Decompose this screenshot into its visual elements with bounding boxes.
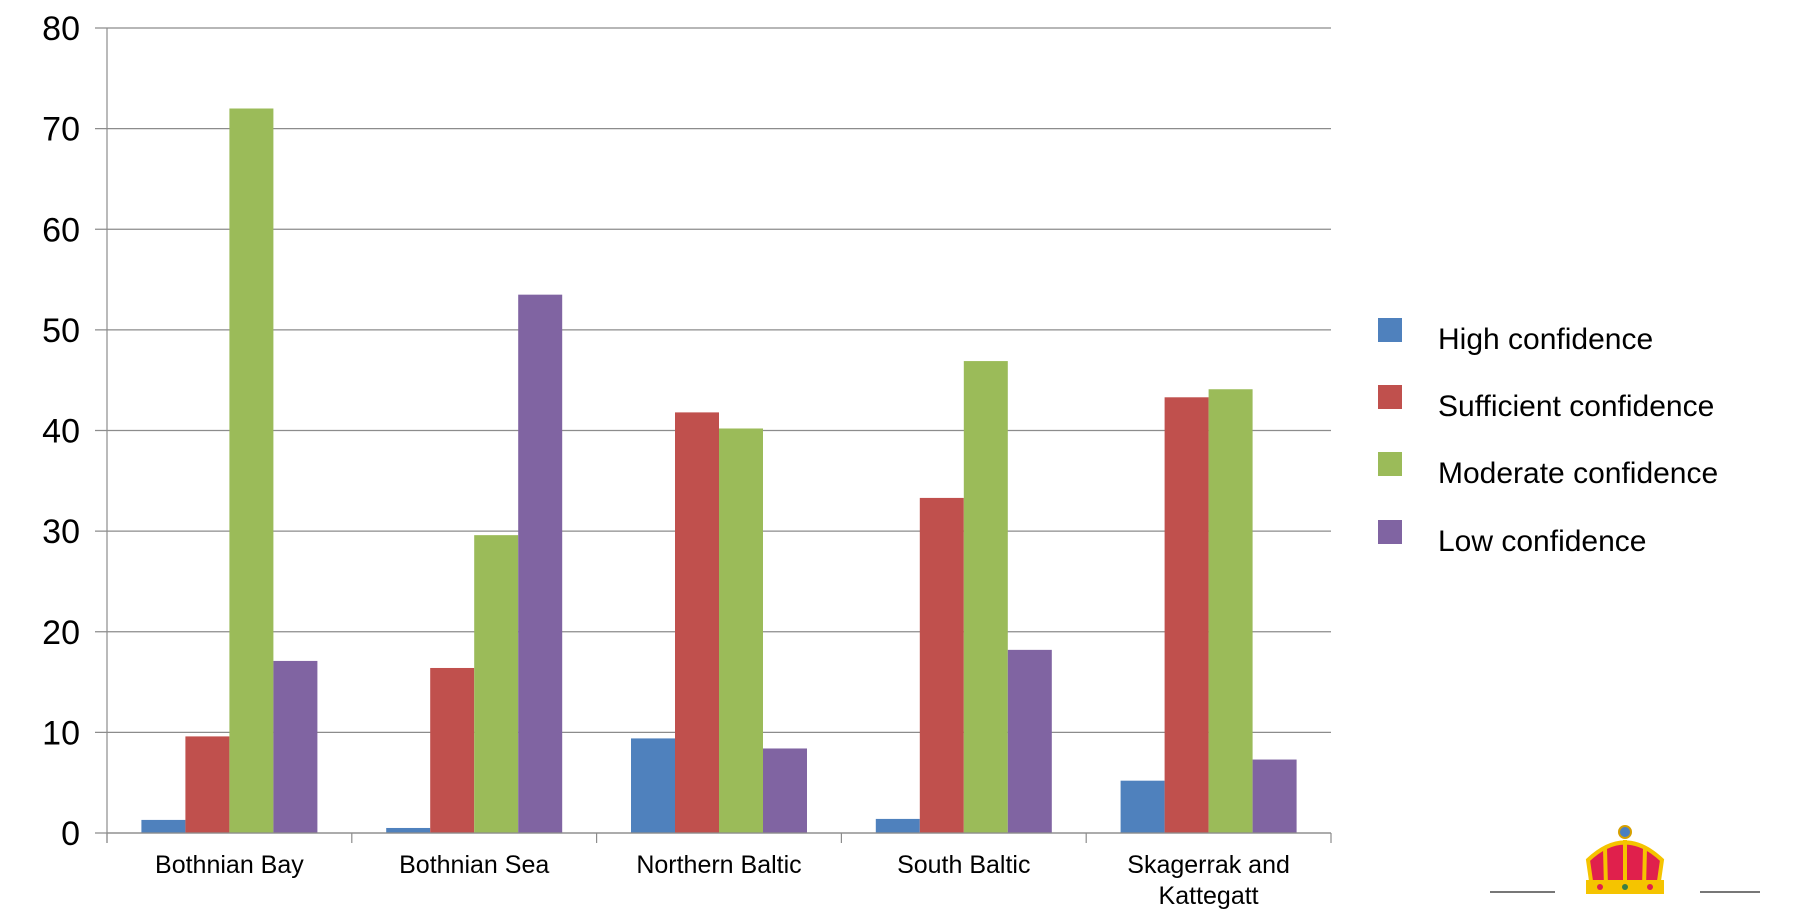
y-tick-label: 20 (42, 614, 80, 652)
y-axis: 0 10 20 30 40 50 60 70 80 (42, 10, 108, 853)
legend-swatch (1378, 318, 1402, 342)
y-tick-label: 50 (42, 312, 80, 350)
y-tick-label: 60 (42, 211, 80, 249)
bar (518, 294, 563, 833)
bar (631, 738, 675, 833)
y-tick-label: 70 (42, 111, 80, 149)
bar (273, 660, 318, 833)
x-tick-label: Northern Baltic (636, 851, 801, 879)
bars (141, 108, 1297, 833)
bar (875, 818, 920, 833)
bar (719, 428, 763, 833)
x-tick-label: South Baltic (897, 851, 1030, 879)
y-tick-label: 0 (61, 815, 80, 853)
bar (1208, 389, 1253, 833)
legend-swatch (1378, 385, 1402, 409)
legend-label: High confidence (1438, 323, 1653, 356)
bar (1164, 397, 1209, 833)
y-tick-label: 30 (42, 513, 80, 551)
legend-label: Low confidence (1438, 525, 1646, 558)
x-tick-label: Bothnian Bay (155, 851, 304, 879)
bar (963, 361, 1008, 833)
bar (229, 108, 274, 833)
legend-swatch (1378, 520, 1402, 544)
bar (675, 412, 719, 833)
bar (430, 667, 475, 833)
crown-logo-icon (1490, 825, 1760, 894)
y-tick-label: 40 (42, 413, 80, 451)
legend-label: Moderate confidence (1438, 457, 1718, 490)
bar (763, 748, 807, 833)
legend: High confidence Sufficient confidence Mode… (1378, 318, 1718, 558)
bar (474, 535, 519, 833)
legend-swatch (1378, 452, 1402, 476)
x-tick-label: Skagerrak and Kattegatt (1127, 851, 1290, 910)
y-tick-label: 10 (42, 714, 80, 752)
bar (1007, 649, 1052, 833)
bar (185, 736, 230, 833)
bar (386, 827, 431, 833)
bar (141, 819, 186, 833)
legend-label: Sufficient confidence (1438, 390, 1714, 423)
bar (919, 497, 964, 833)
y-tick-label: 80 (42, 10, 80, 48)
x-tick-label: Bothnian Sea (399, 851, 549, 879)
bar (1120, 780, 1165, 833)
bar (1252, 759, 1297, 833)
x-axis: Bothnian Bay Bothnian Sea Northern Baltic S… (106, 832, 1332, 910)
